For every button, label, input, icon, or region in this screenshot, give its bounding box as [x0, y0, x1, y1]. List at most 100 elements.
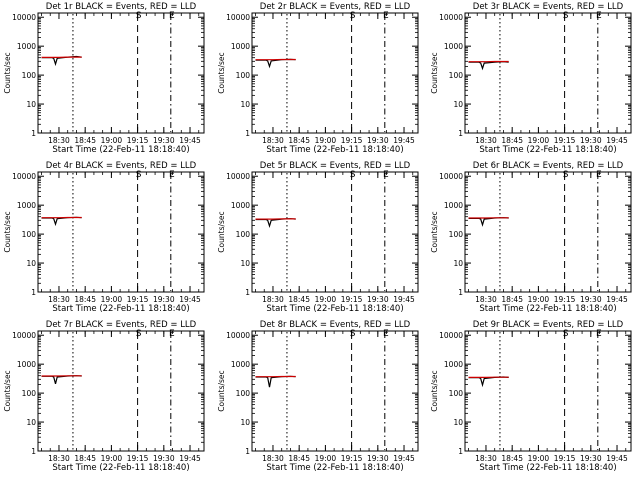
plot-frame — [251, 330, 419, 452]
events-series — [41, 216, 82, 227]
y-tick-label: 10000 — [226, 172, 250, 181]
marker-label: E — [596, 170, 602, 180]
chart-title: Det 8r BLACK = Events, RED = LLD — [260, 320, 411, 330]
y-tick-label: 10 — [453, 418, 463, 427]
x-tick-label: 18:45 — [288, 136, 310, 145]
events-series — [468, 376, 509, 388]
y-tick-label: 100 — [236, 230, 251, 239]
x-tick-label: 19:00 — [528, 295, 550, 304]
panel-det-7: Det 7r BLACK = Events, RED = LLD 1 10 100 10… — [3, 320, 205, 473]
y-tick-label: 1 — [31, 447, 36, 456]
y-axis-label: Counts/sec — [3, 370, 12, 411]
y-tick-label: 100 — [22, 389, 37, 398]
x-tick-label: 19:45 — [606, 136, 628, 145]
x-tick-label: 19:15 — [554, 454, 576, 463]
x-axis-label: Start Time (22-Feb-11 18:18:40) — [52, 304, 189, 314]
marker-label: S — [136, 329, 142, 339]
y-tick-label: 1000 — [444, 201, 463, 210]
x-tick-label: 19:45 — [393, 295, 415, 304]
y-tick-label: 1 — [245, 129, 250, 138]
y-tick-label: 10 — [26, 418, 36, 427]
x-tick-label: 18:30 — [48, 295, 70, 304]
y-tick-label: 1000 — [17, 42, 36, 51]
y-tick-label: 100 — [236, 71, 251, 80]
x-tick-label: 18:30 — [475, 136, 497, 145]
y-tick-label: 10000 — [226, 13, 250, 22]
panel-det-4: Det 4r BLACK = Events, RED = LLD 1 10 100 10… — [3, 161, 205, 314]
x-axis-label: Start Time (22-Feb-11 18:18:40) — [266, 145, 403, 155]
marker-label: E — [383, 11, 389, 21]
x-tick-label: 19:30 — [153, 136, 175, 145]
y-axis-label: Counts/sec — [430, 52, 439, 93]
y-tick-label: 100 — [22, 71, 37, 80]
plot-frame — [464, 12, 632, 134]
events-series — [468, 217, 509, 227]
x-tick-label: 18:30 — [475, 454, 497, 463]
marker-label: S — [136, 170, 142, 180]
events-series — [41, 375, 82, 384]
x-tick-label: 19:15 — [341, 295, 363, 304]
y-axis-label: Counts/sec — [3, 211, 12, 252]
y-tick-label: 1 — [458, 447, 463, 456]
panel-det-5: Det 5r BLACK = Events, RED = LLD 1 10 100 10… — [217, 161, 419, 314]
plot-frame — [251, 12, 419, 134]
chart-title: Det 2r BLACK = Events, RED = LLD — [260, 2, 411, 12]
panel-det-2: Det 2r BLACK = Events, RED = LLD 1 10 100 10… — [217, 2, 419, 155]
plot-frame — [464, 171, 632, 293]
y-tick-label: 100 — [449, 71, 464, 80]
y-tick-label: 10 — [453, 259, 463, 268]
y-tick-label: 1 — [458, 288, 463, 297]
y-tick-label: 10 — [240, 418, 250, 427]
panel-det-3: Det 3r BLACK = Events, RED = LLD 1 10 100 10… — [430, 2, 632, 155]
y-tick-label: 10 — [453, 100, 463, 109]
events-series — [255, 58, 296, 69]
y-axis-label: Counts/sec — [217, 211, 226, 252]
marker-label: E — [383, 170, 389, 180]
x-tick-label: 18:45 — [74, 454, 96, 463]
y-tick-label: 10000 — [12, 331, 36, 340]
x-axis-label: Start Time (22-Feb-11 18:18:40) — [479, 463, 616, 473]
plot-frame — [37, 12, 205, 134]
chart-title: Det 3r BLACK = Events, RED = LLD — [473, 2, 624, 12]
x-tick-label: 19:30 — [153, 295, 175, 304]
x-tick-label: 18:30 — [475, 295, 497, 304]
x-tick-label: 19:45 — [179, 136, 201, 145]
y-tick-label: 10 — [240, 100, 250, 109]
x-tick-label: 19:15 — [341, 454, 363, 463]
chart-title: Det 9r BLACK = Events, RED = LLD — [473, 320, 624, 330]
x-tick-label: 18:45 — [501, 454, 523, 463]
y-tick-label: 1000 — [17, 360, 36, 369]
x-tick-label: 19:15 — [127, 136, 149, 145]
y-tick-label: 100 — [22, 230, 37, 239]
x-tick-label: 19:00 — [315, 454, 337, 463]
panel-det-1: Det 1r BLACK = Events, RED = LLD 1 10 100 10… — [3, 2, 205, 155]
x-tick-label: 19:00 — [101, 136, 123, 145]
x-tick-label: 19:15 — [554, 295, 576, 304]
y-tick-label: 10000 — [12, 172, 36, 181]
y-tick-label: 10000 — [12, 13, 36, 22]
marker-label: E — [169, 329, 175, 339]
y-tick-label: 10000 — [439, 13, 463, 22]
x-tick-label: 19:30 — [367, 136, 389, 145]
x-tick-label: 19:00 — [528, 454, 550, 463]
y-tick-label: 1000 — [444, 360, 463, 369]
x-tick-label: 18:30 — [262, 454, 284, 463]
x-axis-label: Start Time (22-Feb-11 18:18:40) — [52, 145, 189, 155]
x-tick-label: 18:45 — [74, 136, 96, 145]
x-tick-label: 18:45 — [501, 295, 523, 304]
y-tick-label: 1 — [31, 129, 36, 138]
x-tick-label: 19:30 — [367, 454, 389, 463]
marker-label: E — [169, 170, 175, 180]
x-tick-label: 19:45 — [179, 295, 201, 304]
x-tick-label: 19:00 — [101, 454, 123, 463]
y-axis-label: Counts/sec — [430, 211, 439, 252]
chart-title: Det 5r BLACK = Events, RED = LLD — [260, 161, 411, 171]
y-tick-label: 1 — [458, 129, 463, 138]
x-tick-label: 18:30 — [262, 295, 284, 304]
x-tick-label: 19:45 — [393, 136, 415, 145]
marker-label: E — [383, 329, 389, 339]
x-tick-label: 19:00 — [528, 136, 550, 145]
x-axis-label: Start Time (22-Feb-11 18:18:40) — [266, 304, 403, 314]
panel-det-9: Det 9r BLACK = Events, RED = LLD 1 10 100 10… — [430, 320, 632, 473]
